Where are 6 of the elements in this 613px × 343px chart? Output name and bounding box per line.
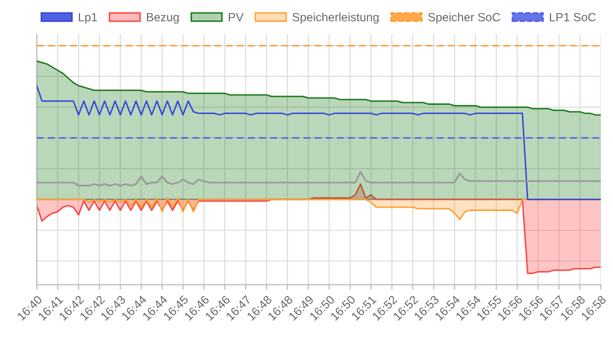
legend-label: PV xyxy=(228,13,244,22)
legend-label: LP1 SoC xyxy=(550,12,596,22)
legend-label: Lp1 xyxy=(78,13,98,24)
legend-label: Speicherleistung xyxy=(292,12,379,24)
legend-label: Bezug xyxy=(146,13,179,24)
legend-label: Speicher SoC xyxy=(428,12,500,24)
